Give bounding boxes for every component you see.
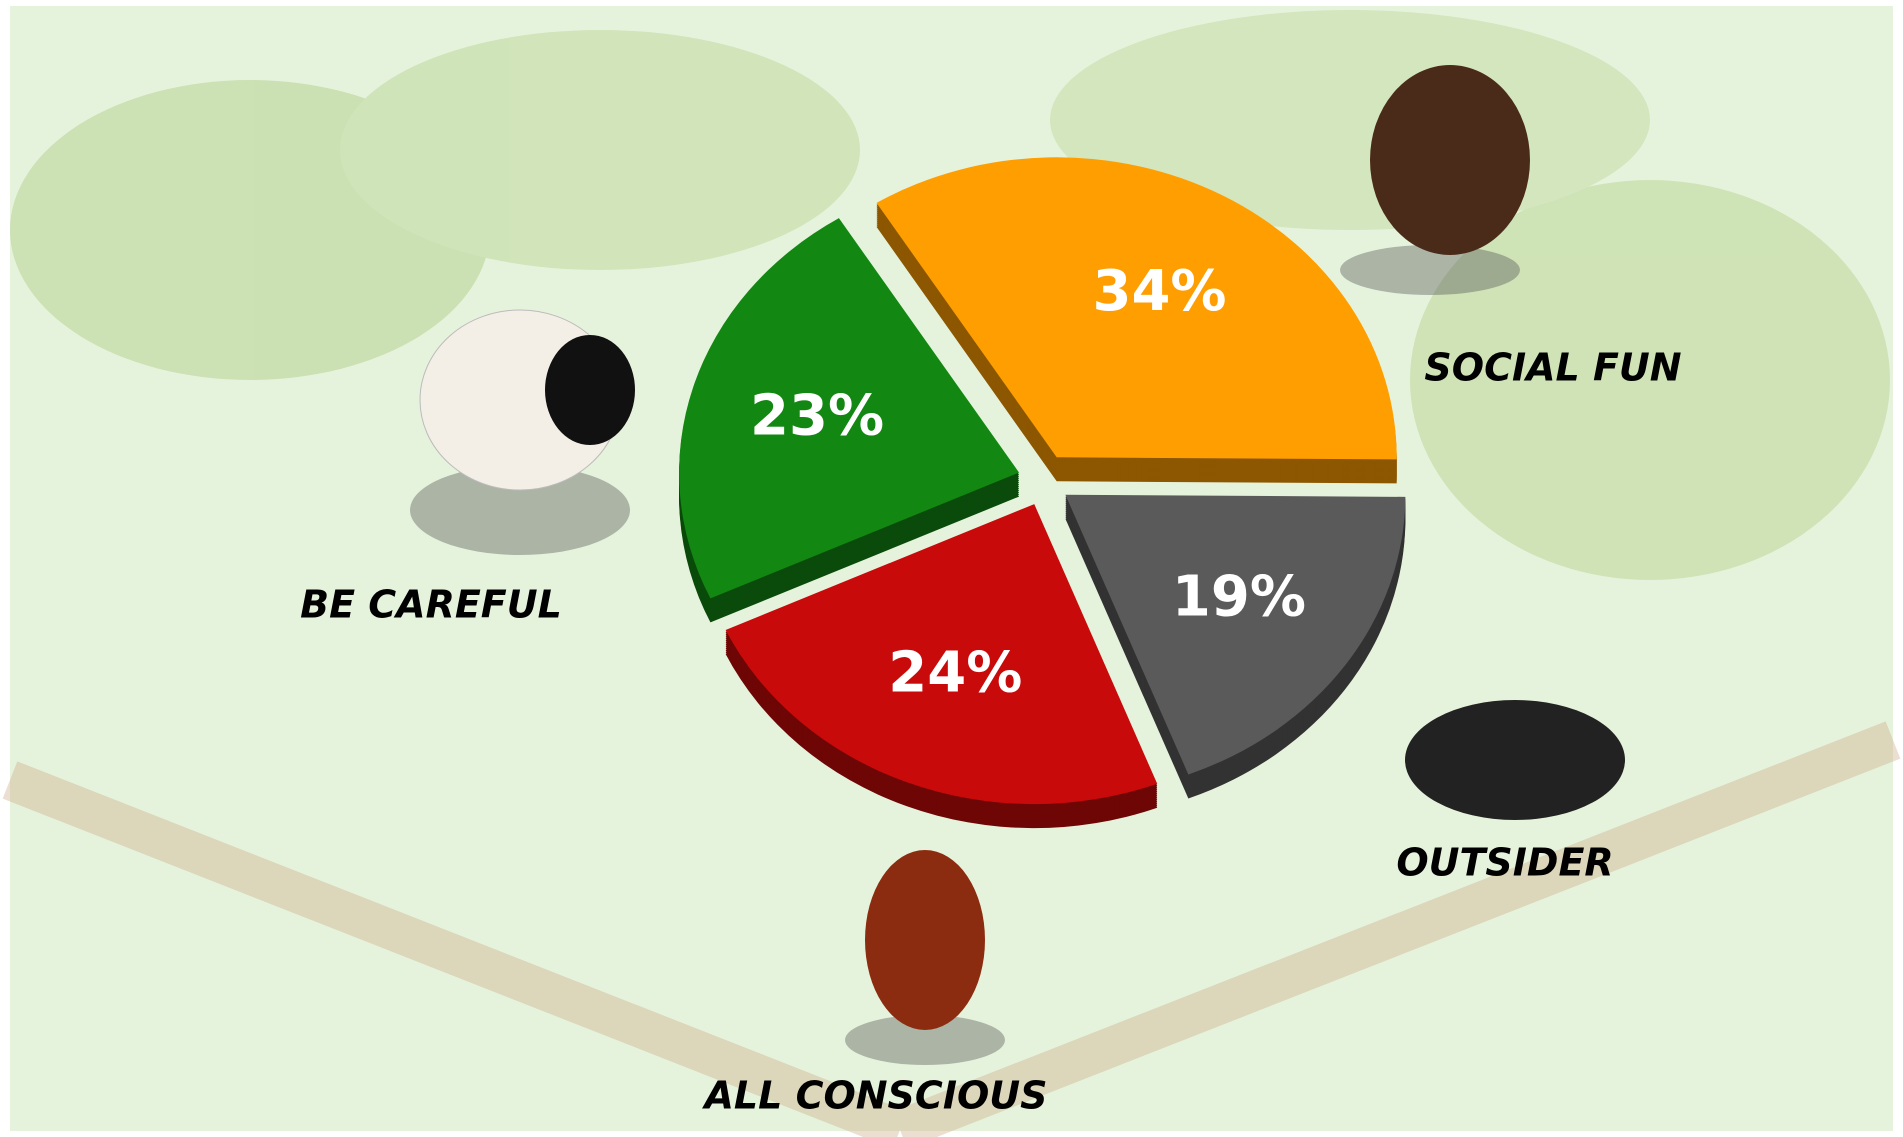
- category-label: ALL CONSCIOUS: [702, 1074, 1048, 1118]
- value-label: 23%: [750, 384, 884, 449]
- category-label: SOCIAL FUN: [1424, 346, 1681, 390]
- value-label: 19%: [1172, 565, 1306, 630]
- category-label: BE CAREFUL: [300, 583, 562, 627]
- value-label: 34%: [1093, 259, 1227, 324]
- category-label: OUTSIDER: [1396, 841, 1613, 885]
- chart: 34% 19% 24% 23% SOCIAL FUN OUTSIDER ALL CONSC…: [0, 0, 1903, 1137]
- value-label: 24%: [888, 641, 1022, 706]
- page: 34% 19% 24% 23% SOCIAL FUN OUTSIDER ALL CONSC…: [0, 0, 1903, 1137]
